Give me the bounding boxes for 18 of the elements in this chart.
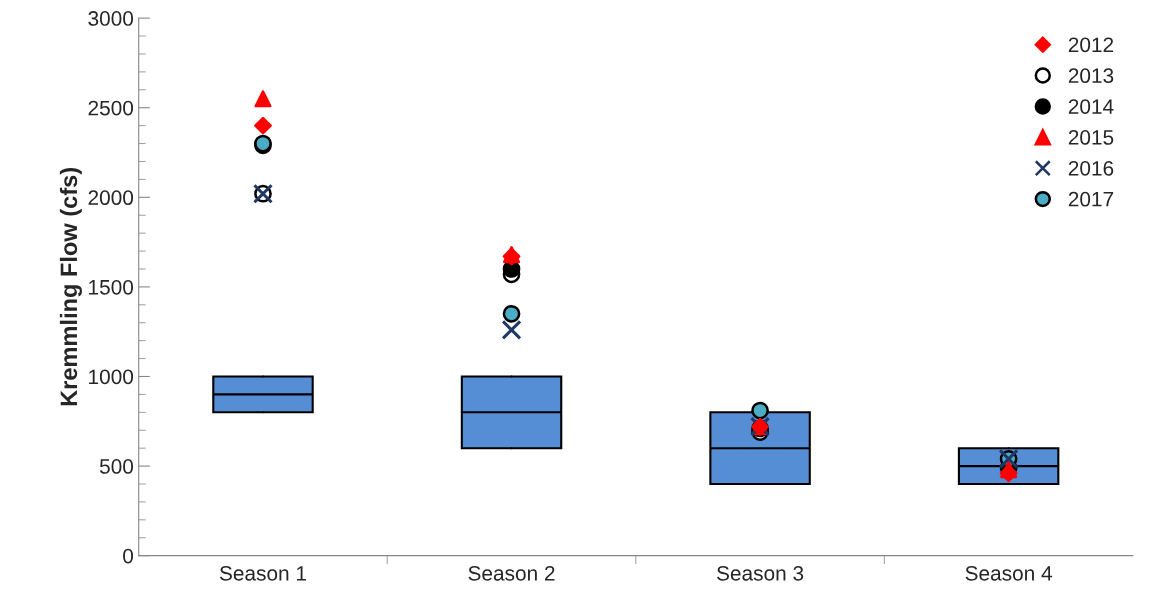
y-tick-label: 1500 bbox=[89, 279, 134, 295]
legend-label: 2014 bbox=[1068, 99, 1114, 114]
legend-label: 2015 bbox=[1068, 130, 1114, 145]
y-tick-label: 1000 bbox=[89, 369, 134, 385]
x-tick-label: Season 2 bbox=[468, 565, 555, 581]
x-tick-label: Season 3 bbox=[717, 565, 804, 581]
legend-label: 2013 bbox=[1068, 68, 1114, 84]
y-tick-label: 3000 bbox=[88, 11, 134, 26]
y-tick-label: 500 bbox=[99, 459, 134, 474]
y-tick-label: 2000 bbox=[88, 190, 134, 206]
y-axis-title: Kremmling Flow (cfs) bbox=[59, 168, 82, 406]
legend-label: 2012 bbox=[1068, 37, 1114, 53]
x-tick-label: Season 4 bbox=[965, 565, 1053, 581]
y-tick-label: 0 bbox=[123, 548, 134, 564]
y-tick-label: 2500 bbox=[88, 100, 134, 116]
legend-label: 2017 bbox=[1068, 191, 1114, 207]
x-tick-label: Season 1 bbox=[219, 565, 306, 581]
legend-label: 2016 bbox=[1068, 160, 1114, 176]
